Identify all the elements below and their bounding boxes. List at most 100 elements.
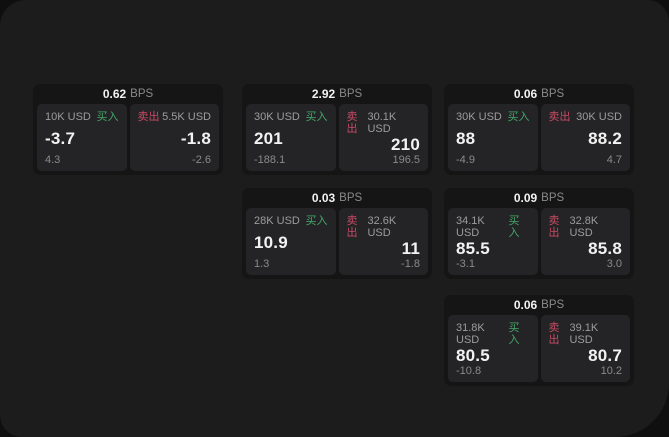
sell-price: 88.2 bbox=[588, 128, 622, 148]
sell-panel[interactable]: 卖出 5.5K USD -1.8 -2.6 bbox=[129, 104, 219, 171]
sell-panel-top: 卖出 5.5K USD bbox=[138, 111, 212, 123]
buy-panel[interactable]: 30K USD 买入 201 -188.1 bbox=[246, 104, 336, 171]
quote-panels: 34.1K USD 买入 85.5 -3.1 卖出 32.8K USD 85.8… bbox=[448, 208, 630, 275]
buy-panel-top: 34.1K USD 买入 bbox=[456, 215, 530, 239]
quote-panels: 30K USD 买入 201 -188.1 卖出 30.1K USD 210 1… bbox=[246, 104, 428, 171]
buy-panel-top: 10K USD 买入 bbox=[45, 111, 119, 123]
sell-change: -1.8 bbox=[401, 258, 420, 270]
buy-side-label: 买入 bbox=[305, 215, 328, 227]
bps-value: 0.03 bbox=[311, 191, 336, 205]
sell-panel-top: 卖出 30K USD bbox=[549, 111, 623, 123]
bps-value: 0.62 bbox=[102, 87, 127, 101]
buy-panel[interactable]: 10K USD 买入 -3.7 4.3 bbox=[37, 104, 127, 171]
buy-change: 1.3 bbox=[254, 258, 270, 270]
buy-change: -3.1 bbox=[456, 258, 475, 270]
sell-panel[interactable]: 卖出 32.8K USD 85.8 3.0 bbox=[540, 208, 630, 275]
bps-header: 0.03 BPS bbox=[246, 188, 428, 208]
buy-panel[interactable]: 28K USD 买入 10.9 1.3 bbox=[246, 208, 336, 275]
sell-change: 10.2 bbox=[600, 365, 622, 377]
sell-size-label: 39.1K USD bbox=[569, 322, 599, 346]
sell-change: 3.0 bbox=[606, 258, 622, 270]
buy-panel[interactable]: 31.8K USD 买入 80.5 -10.8 bbox=[448, 315, 538, 382]
bps-unit-label: BPS bbox=[541, 192, 565, 204]
bps-header: 0.06 BPS bbox=[448, 84, 630, 104]
bps-unit-label: BPS bbox=[339, 88, 363, 100]
quote-panels: 10K USD 买入 -3.7 4.3 卖出 5.5K USD -1.8 -2.… bbox=[37, 104, 219, 171]
quote-card: 0.06 BPS 30K USD 买入 88 -4.9 卖出 30K USD 8… bbox=[444, 84, 634, 175]
sell-price: 85.8 bbox=[588, 238, 622, 258]
buy-price: 10.9 bbox=[254, 232, 288, 252]
sell-size-label: 5.5K USD bbox=[162, 111, 211, 123]
sell-change: 4.7 bbox=[606, 154, 622, 166]
sell-panel-top: 卖出 39.1K USD bbox=[549, 322, 623, 346]
buy-size-label: 30K USD bbox=[456, 111, 502, 123]
buy-price: 88 bbox=[456, 128, 476, 148]
buy-size-label: 34.1K USD bbox=[456, 215, 485, 239]
buy-change: -4.9 bbox=[456, 154, 475, 166]
buy-panel-top: 28K USD 买入 bbox=[254, 215, 328, 227]
quote-panels: 28K USD 买入 10.9 1.3 卖出 32.6K USD 11 -1.8 bbox=[246, 208, 428, 275]
sell-side-label: 卖出 bbox=[548, 215, 560, 239]
sell-change: -2.6 bbox=[192, 154, 211, 166]
buy-side-label: 买入 bbox=[508, 322, 520, 346]
sell-size-label: 32.8K USD bbox=[569, 215, 599, 239]
buy-side-label: 买入 bbox=[96, 111, 119, 123]
buy-change: -188.1 bbox=[254, 154, 286, 166]
sell-panel[interactable]: 卖出 32.6K USD 11 -1.8 bbox=[338, 208, 428, 275]
bps-unit-label: BPS bbox=[130, 88, 154, 100]
sell-panel-top: 卖出 32.6K USD bbox=[347, 215, 421, 239]
quote-card: 2.92 BPS 30K USD 买入 201 -188.1 卖出 30.1K … bbox=[242, 84, 432, 175]
sell-side-label: 卖出 bbox=[548, 111, 571, 123]
buy-panel[interactable]: 34.1K USD 买入 85.5 -3.1 bbox=[448, 208, 538, 275]
sell-size-label: 32.6K USD bbox=[367, 215, 397, 239]
buy-panel-top: 30K USD 买入 bbox=[254, 111, 328, 123]
sell-panel[interactable]: 卖出 30K USD 88.2 4.7 bbox=[540, 104, 630, 171]
bps-unit-label: BPS bbox=[339, 192, 363, 204]
buy-side-label: 买入 bbox=[305, 111, 328, 123]
bps-unit-label: BPS bbox=[541, 88, 565, 100]
bps-unit-label: BPS bbox=[541, 299, 565, 311]
bps-value: 2.92 bbox=[311, 87, 336, 101]
buy-panel-top: 30K USD 买入 bbox=[456, 111, 530, 123]
sell-price: 80.7 bbox=[588, 345, 622, 365]
sell-panel-top: 卖出 30.1K USD bbox=[347, 111, 421, 135]
quote-card: 0.62 BPS 10K USD 买入 -3.7 4.3 卖出 5.5K USD… bbox=[33, 84, 223, 175]
quote-card: 0.03 BPS 28K USD 买入 10.9 1.3 卖出 32.6K US… bbox=[242, 188, 432, 279]
sell-size-label: 30.1K USD bbox=[367, 111, 397, 135]
sell-side-label: 卖出 bbox=[548, 322, 560, 346]
buy-side-label: 买入 bbox=[507, 111, 530, 123]
buy-size-label: 10K USD bbox=[45, 111, 91, 123]
sell-change: 196.5 bbox=[392, 154, 420, 166]
sell-price: -1.8 bbox=[180, 128, 211, 148]
bps-value: 0.06 bbox=[513, 298, 538, 312]
buy-price: 80.5 bbox=[456, 345, 490, 365]
quote-card: 0.09 BPS 34.1K USD 买入 85.5 -3.1 卖出 32.8K… bbox=[444, 188, 634, 279]
bps-header: 2.92 BPS bbox=[246, 84, 428, 104]
sell-side-label: 卖出 bbox=[346, 215, 358, 239]
sell-panel[interactable]: 卖出 30.1K USD 210 196.5 bbox=[338, 104, 428, 171]
quote-panels: 31.8K USD 买入 80.5 -10.8 卖出 39.1K USD 80.… bbox=[448, 315, 630, 382]
quote-panels: 30K USD 买入 88 -4.9 卖出 30K USD 88.2 4.7 bbox=[448, 104, 630, 171]
quote-card: 0.06 BPS 31.8K USD 买入 80.5 -10.8 卖出 39.1… bbox=[444, 295, 634, 386]
buy-size-label: 30K USD bbox=[254, 111, 300, 123]
sell-panel-top: 卖出 32.8K USD bbox=[549, 215, 623, 239]
bps-value: 0.06 bbox=[513, 87, 538, 101]
sell-size-label: 30K USD bbox=[576, 111, 622, 123]
sell-panel[interactable]: 卖出 39.1K USD 80.7 10.2 bbox=[540, 315, 630, 382]
buy-price: 201 bbox=[254, 128, 283, 148]
bps-header: 0.09 BPS bbox=[448, 188, 630, 208]
buy-size-label: 31.8K USD bbox=[456, 322, 485, 346]
buy-panel-top: 31.8K USD 买入 bbox=[456, 322, 530, 346]
sell-side-label: 卖出 bbox=[137, 111, 160, 123]
bps-header: 0.06 BPS bbox=[448, 295, 630, 315]
sell-price: 11 bbox=[401, 238, 420, 258]
sell-price: 210 bbox=[391, 134, 420, 154]
buy-price: -3.7 bbox=[45, 128, 76, 148]
sell-side-label: 卖出 bbox=[346, 111, 358, 135]
buy-side-label: 买入 bbox=[508, 215, 520, 239]
bps-header: 0.62 BPS bbox=[37, 84, 219, 104]
buy-panel[interactable]: 30K USD 买入 88 -4.9 bbox=[448, 104, 538, 171]
buy-change: 4.3 bbox=[45, 154, 61, 166]
